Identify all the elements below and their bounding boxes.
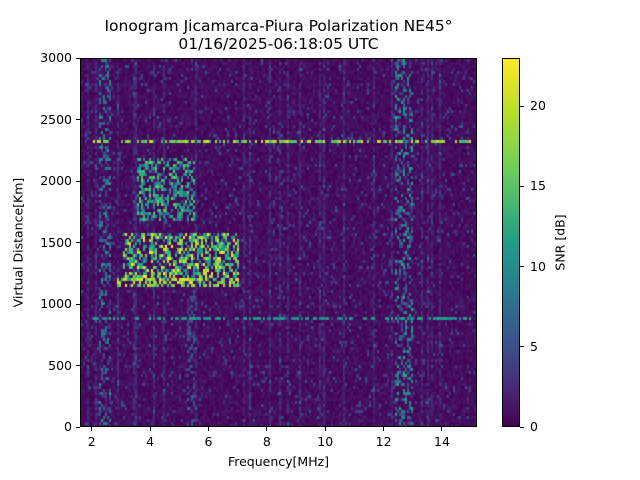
x-tick-label: 6 — [204, 434, 213, 449]
x-tick-label: 2 — [87, 434, 96, 449]
y-tick-label: 1000 — [40, 296, 72, 311]
y-tick-mark — [76, 303, 80, 305]
colorbar-tick-label: 10 — [530, 258, 546, 274]
y-tick-mark — [76, 242, 80, 243]
chart-title: Ionogram Jicamarca-Piura Polarization NE… — [104, 17, 453, 35]
y-tick-mark — [76, 426, 80, 428]
x-tick-mark — [441, 427, 443, 431]
y-tick-label: 2000 — [40, 173, 72, 188]
x-tick-mark — [149, 427, 151, 431]
colorbar-tick-mark — [520, 185, 524, 187]
colorbar-tick-mark — [520, 346, 524, 348]
colorbar-tick-label: 0 — [530, 419, 538, 434]
x-tick-mark — [266, 427, 268, 431]
y-tick-mark — [76, 365, 80, 366]
x-tick-mark — [324, 427, 326, 431]
y-tick-mark — [76, 57, 80, 59]
chart-subtitle: 01/16/2025-06:18:05 UTC — [178, 35, 379, 53]
y-tick-mark — [76, 119, 80, 120]
colorbar — [502, 58, 520, 427]
x-tick-label: 10 — [317, 434, 334, 449]
heatmap-canvas — [81, 59, 476, 426]
colorbar-label: SNR [dB] — [552, 214, 568, 271]
ionogram-heatmap — [80, 58, 477, 427]
x-tick-label: 8 — [262, 434, 271, 449]
x-axis-label: Frequency[MHz] — [227, 454, 330, 469]
y-tick-label: 2500 — [40, 111, 72, 127]
colorbar-tick-label: 5 — [530, 338, 538, 354]
y-tick-mark — [76, 180, 80, 182]
y-tick-label: 3000 — [40, 50, 72, 65]
y-tick-label: 0 — [64, 419, 72, 434]
x-tick-mark — [383, 427, 385, 431]
x-tick-label: 12 — [375, 434, 392, 449]
colorbar-tick-mark — [520, 426, 524, 428]
x-tick-mark — [91, 427, 93, 431]
y-tick-label: 500 — [48, 357, 72, 373]
colorbar-tick-mark — [520, 266, 524, 268]
colorbar-tick-label: 20 — [530, 98, 546, 114]
x-tick-label: 14 — [434, 434, 450, 449]
x-tick-label: 4 — [146, 434, 155, 449]
colorbar-tick-label: 15 — [530, 178, 546, 194]
y-tick-label: 1500 — [40, 234, 72, 250]
colorbar-tick-mark — [520, 105, 524, 107]
x-tick-mark — [207, 427, 209, 431]
